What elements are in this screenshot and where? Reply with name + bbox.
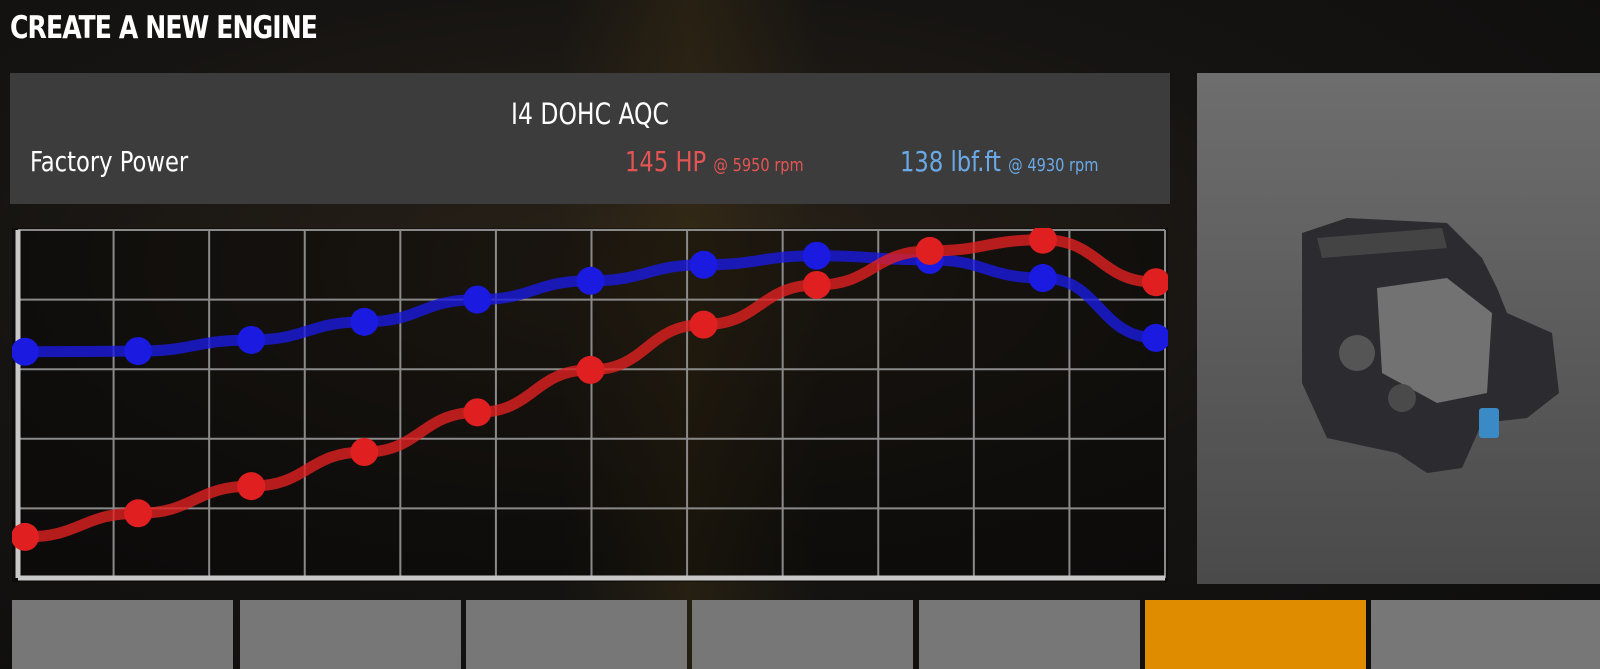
power-point [124,499,153,528]
torque-point [802,241,831,270]
torque-readout: 138 lbf.ft @ 4930 rpm [900,145,1098,178]
power-point [802,270,831,299]
component-tiles [0,600,1600,669]
power-point [1142,268,1170,297]
power-point [689,310,718,339]
engine-info-panel: I4 DOHC AQC Factory Power 145 HP @ 5950 … [10,73,1170,204]
torque-value: 138 lbf.ft [900,145,1001,178]
power-point [350,438,379,467]
power-point [11,522,39,551]
page-title: CREATE A NEW ENGINE [10,10,318,46]
power-point [576,355,605,384]
component-tile[interactable] [692,600,913,669]
torque-point [11,337,39,366]
component-tile[interactable] [12,600,233,669]
power-readout: 145 HP @ 5950 rpm [625,145,804,178]
factory-power-label: Factory Power [30,145,189,178]
torque-point [1028,264,1057,293]
chart-svg [11,225,1170,581]
component-tile[interactable] [1145,600,1366,669]
power-point [1028,225,1057,254]
torque-point [124,337,153,366]
torque-point [576,266,605,295]
power-torque-chart [11,225,1170,582]
torque-point [350,307,379,336]
power-value: 145 HP [625,145,707,178]
component-tile[interactable] [1371,600,1600,669]
torque-point [1142,323,1170,352]
torque-rpm: @ 4930 rpm [1008,155,1099,176]
power-point [463,398,492,427]
torque-point [237,325,266,354]
engine-preview [1197,73,1600,584]
power-rpm: @ 5950 rpm [713,155,804,176]
engine-model-image [1302,218,1559,473]
component-tile[interactable] [919,600,1140,669]
torque-point [463,285,492,314]
component-tile[interactable] [240,600,461,669]
engine-icon [1302,218,1559,473]
component-tile[interactable] [466,600,687,669]
power-point [915,236,944,265]
power-point [237,472,266,501]
engine-name: I4 DOHC AQC [511,97,669,131]
torque-point [689,250,718,279]
